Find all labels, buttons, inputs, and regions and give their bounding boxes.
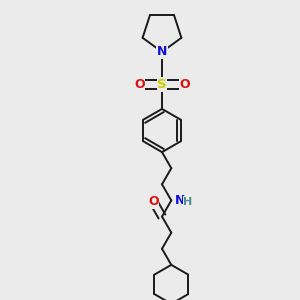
Text: S: S <box>157 78 167 91</box>
Text: N: N <box>175 194 185 207</box>
Text: O: O <box>148 195 159 208</box>
Text: H: H <box>183 197 192 207</box>
Text: O: O <box>134 78 145 91</box>
Text: N: N <box>157 45 167 58</box>
Text: O: O <box>179 78 190 91</box>
